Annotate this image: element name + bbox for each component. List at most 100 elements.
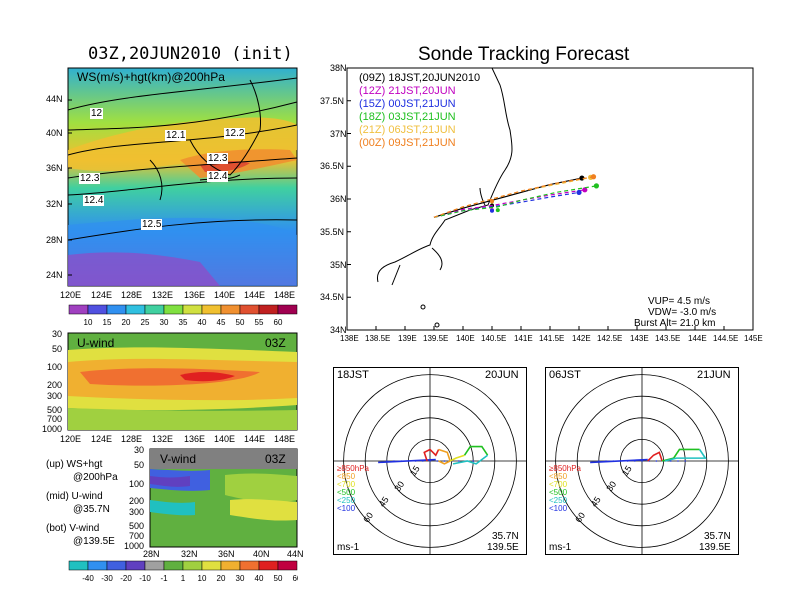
p-label: 100: [47, 362, 63, 372]
contour-label: 12: [90, 108, 104, 119]
hodo-unit: ms-1: [549, 542, 572, 553]
p-label: 1000: [124, 541, 145, 551]
hodo-trace: [590, 458, 648, 464]
lat-label: 35N: [330, 260, 347, 270]
hodo-tick: [684, 460, 686, 462]
ring-label: 30: [604, 479, 618, 493]
ring-label: 45: [377, 495, 391, 509]
lon-label: 145E: [744, 334, 763, 343]
lat-label: 28N: [46, 235, 63, 245]
colorbar-label: 10: [84, 318, 93, 327]
lon-label: 128E: [121, 290, 143, 300]
fall-point: [490, 208, 494, 213]
left-title: 03Z,20JUN2010 (init): [88, 44, 293, 64]
track-line: [433, 185, 597, 218]
colorbar-label: 50: [274, 574, 283, 583]
lat-label: 36N: [46, 163, 63, 173]
p-label: 500: [129, 521, 145, 531]
lat-label: 44N: [287, 549, 304, 559]
lon-label: 136E: [184, 290, 206, 300]
ws-map-label: WS(m/s)+hgt(km)@200hPa: [77, 70, 225, 84]
hodo-lat: 35.7N: [704, 531, 731, 542]
colorbar-cell: [277, 304, 298, 315]
lon-label: 148E: [274, 290, 296, 300]
param-line: VUP= 4.5 m/s: [648, 296, 710, 307]
lon-label: 144E: [688, 334, 707, 343]
hodo-lat: 35.7N: [492, 531, 519, 542]
lon-label: 141E: [514, 334, 533, 343]
p-label: 300: [47, 391, 63, 401]
lon-label: 142E: [572, 334, 591, 343]
colorbar-label: 40: [255, 574, 264, 583]
lat-label: 37.5N: [320, 96, 345, 106]
colorbar-label: 1: [181, 574, 186, 583]
colorbar-label: 30: [236, 574, 245, 583]
lon-label: 124E: [91, 434, 113, 444]
colorbar-label: 15: [103, 318, 112, 327]
param-line: Burst Alt= 21.0 km: [634, 318, 716, 329]
lon-label: 124E: [91, 290, 113, 300]
lat-label: 24N: [46, 270, 63, 280]
lon-label: 138E: [340, 334, 359, 343]
hodo-tick: [458, 460, 460, 462]
hodo-tick: [436, 460, 438, 462]
colorbar-label: -20: [120, 574, 132, 583]
lat-label: 36N: [330, 194, 347, 204]
u-panel-time: 03Z: [265, 336, 286, 350]
ring-label: 15: [620, 464, 634, 478]
hodo-tick: [670, 460, 672, 462]
colorbar-label: 20: [217, 574, 226, 583]
hodo-time: 06JST: [549, 369, 581, 381]
lon-label: 140.5E: [481, 334, 507, 343]
lat-label: 34N: [330, 325, 347, 335]
colorbar-label: 20: [122, 318, 131, 327]
hodo-legend-entry: <500: [337, 488, 356, 497]
p-label: 50: [134, 460, 145, 470]
hodo-legend-entry: <850: [549, 472, 568, 481]
ring-label: 30: [392, 479, 406, 493]
lat-label: 36.5N: [320, 161, 345, 171]
hodo-trace: [664, 449, 707, 462]
fall-point: [495, 208, 500, 213]
lon-label: 144E: [244, 290, 266, 300]
hodo-tick: [677, 460, 679, 462]
lon-label: 138.5E: [365, 334, 391, 343]
burst-point: [593, 183, 600, 189]
contour-label: 12.3: [207, 153, 229, 164]
colorbar-label: 60: [293, 574, 298, 583]
colorbar-label: -40: [82, 574, 94, 583]
burst-point: [590, 174, 597, 180]
hodo-lon: 139.5E: [699, 542, 731, 553]
lon-label: 136E: [184, 434, 206, 444]
colorbar-cell: [277, 560, 298, 571]
track-legend-entry: (00Z) 09JST,21JUN: [359, 137, 456, 149]
lat-label: 37N: [330, 129, 347, 139]
note-line: @139.5E: [73, 536, 115, 547]
lon-label: 120E: [60, 434, 82, 444]
ring-label: 60: [573, 510, 587, 524]
ring-label: 15: [408, 464, 422, 478]
v-panel-time: 03Z: [265, 452, 286, 466]
p-label: 500: [47, 405, 63, 415]
colorbar-label: 30: [160, 318, 169, 327]
track-legend-entry: (15Z) 00JST,21JUN: [359, 98, 456, 110]
colorbar-label: -10: [139, 574, 151, 583]
track-legend-entry: (18Z) 03JST,21JUN: [359, 111, 456, 123]
hodo-legend-entry: <250: [549, 496, 568, 505]
lat-label: 38N: [330, 63, 347, 73]
param-line: VDW= -3.0 m/s: [648, 307, 717, 318]
p-label: 200: [129, 496, 145, 506]
lon-label: 139E: [398, 334, 417, 343]
colorbar-label: 40: [198, 318, 207, 327]
hodo-legend-entry: <100: [549, 504, 568, 513]
hodo-trace: [463, 445, 489, 456]
colorbar-label: 60: [274, 318, 283, 327]
colorbar-label: 25: [141, 318, 150, 327]
hodo-date: 20JUN: [485, 369, 519, 381]
ring-label: 45: [589, 495, 603, 509]
contour-label: 12.1: [165, 130, 187, 141]
lat-label: 32N: [46, 199, 63, 209]
